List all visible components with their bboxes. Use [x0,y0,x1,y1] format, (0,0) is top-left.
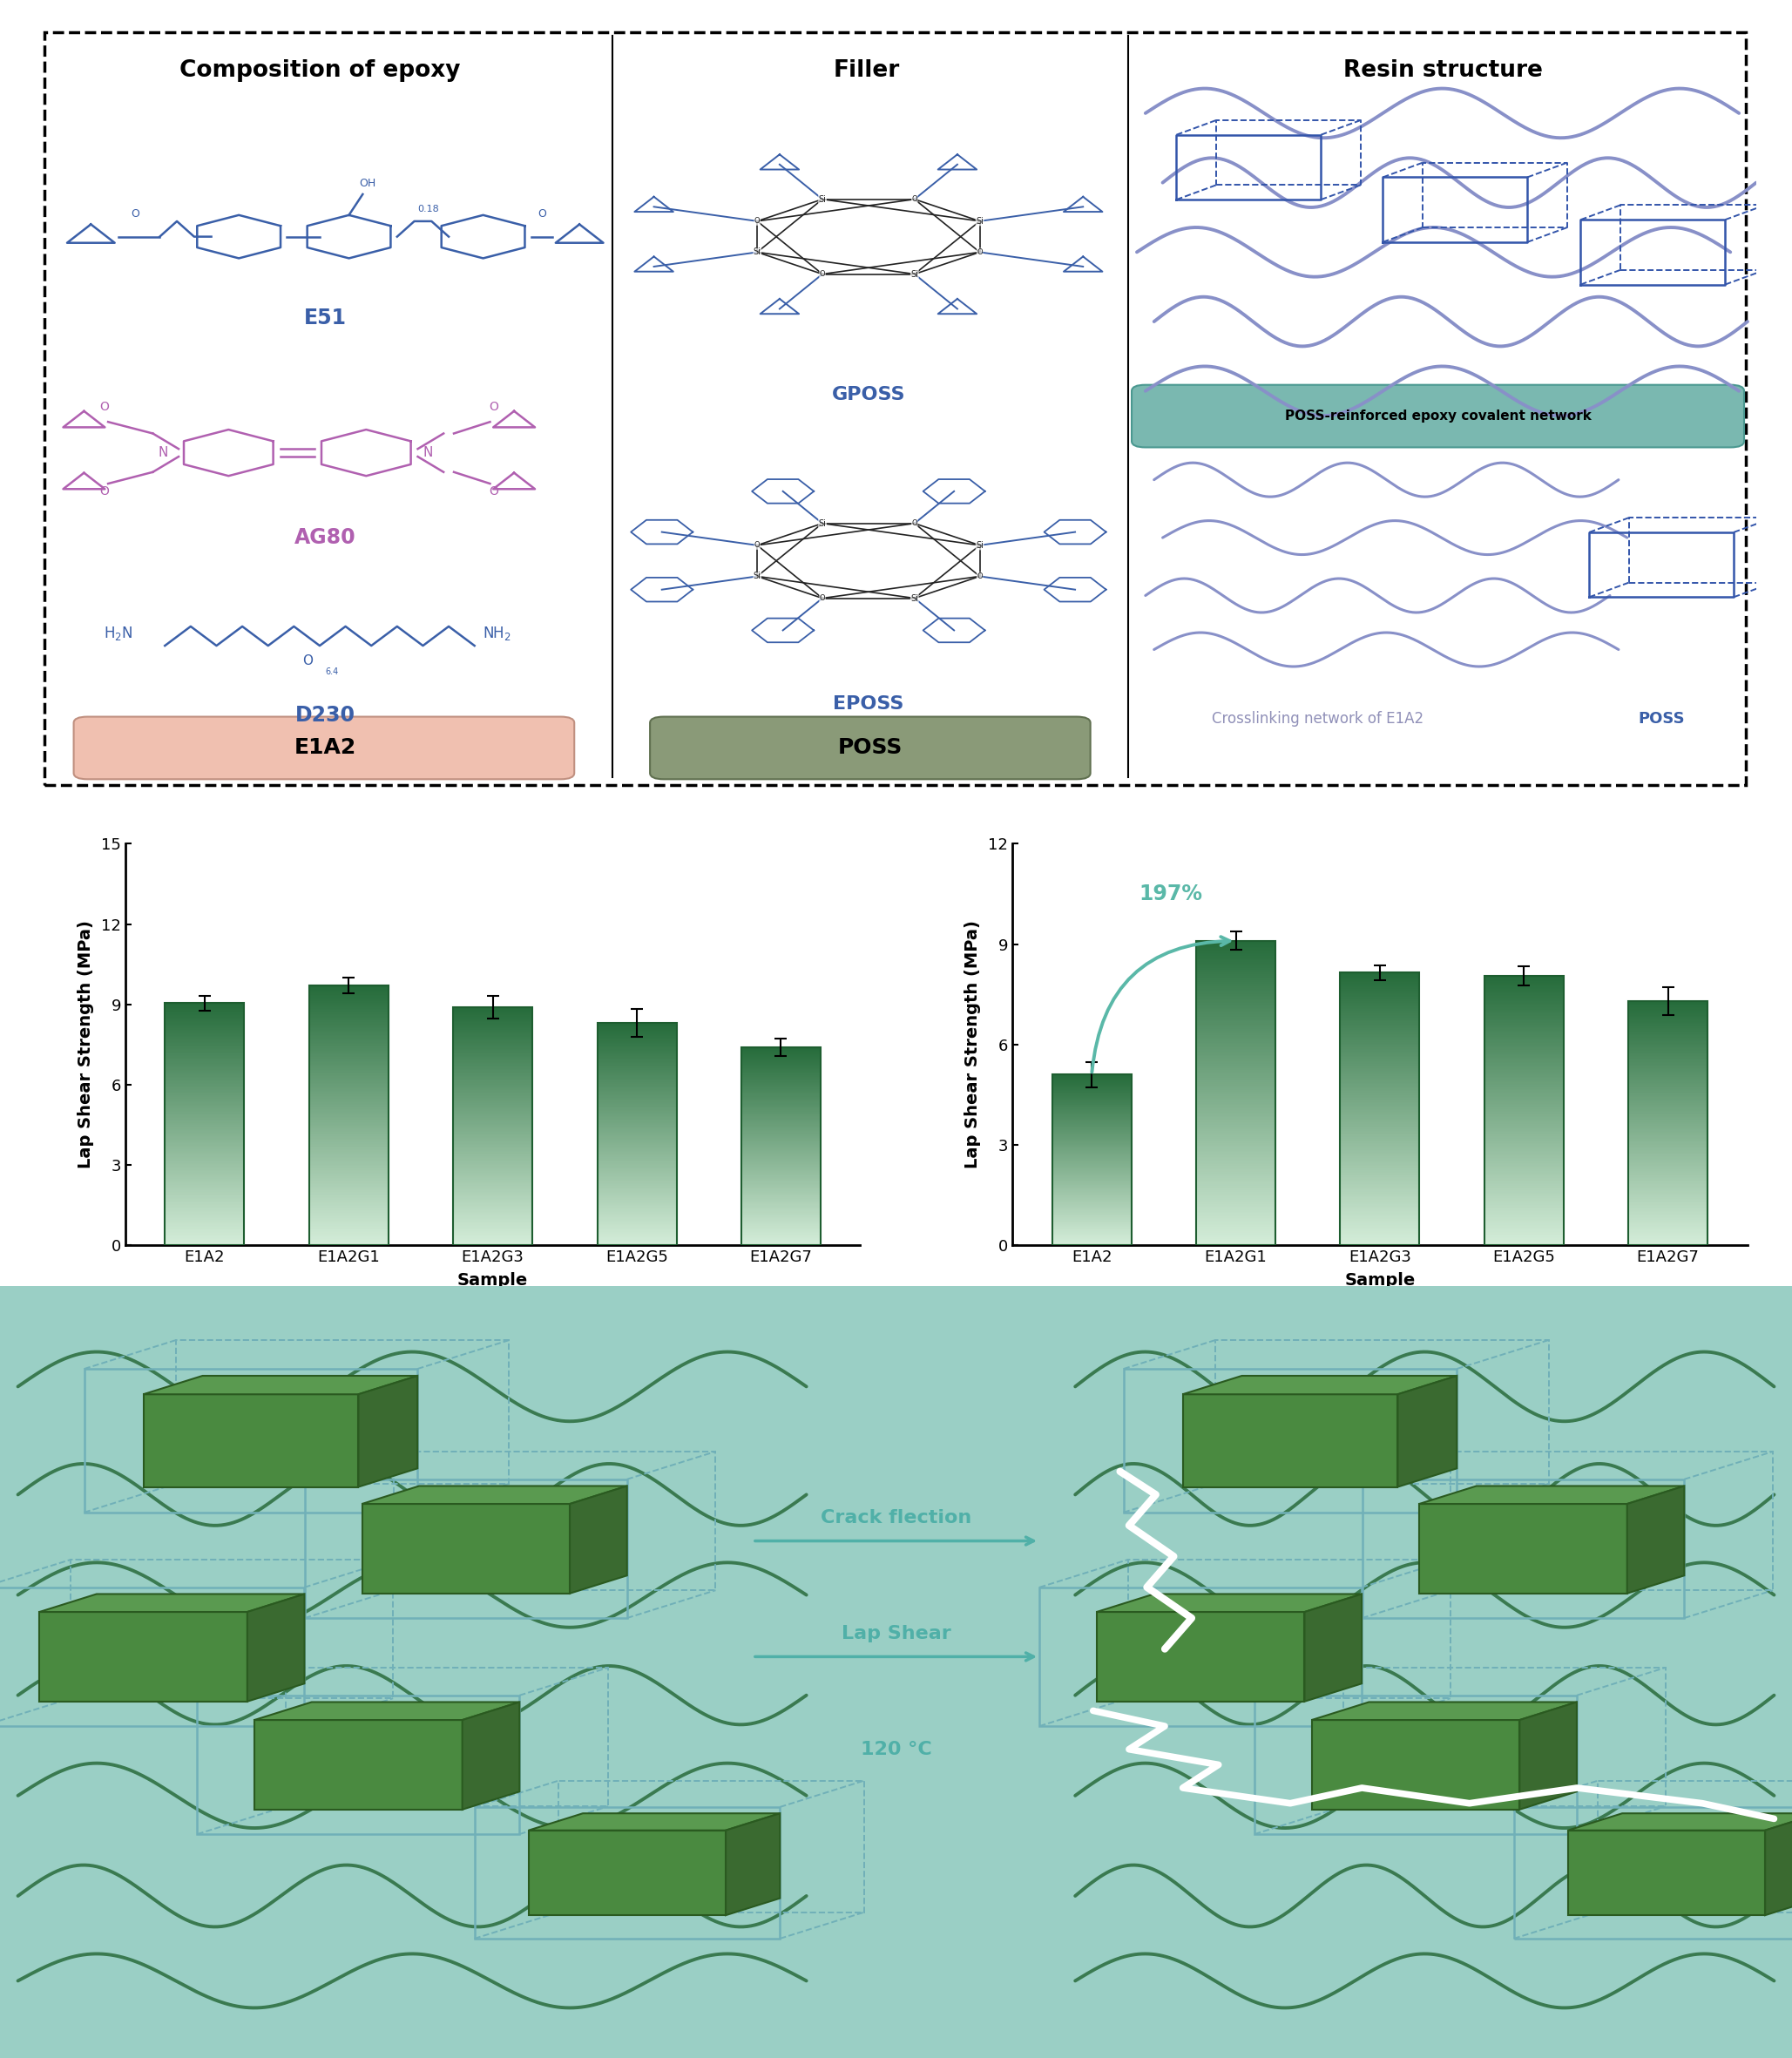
Polygon shape [1097,1595,1362,1611]
Text: O: O [489,401,498,414]
Polygon shape [1305,1595,1362,1702]
Text: O: O [912,519,918,527]
Polygon shape [1183,1375,1457,1395]
Text: O: O [100,486,109,498]
Polygon shape [462,1702,520,1809]
Bar [165,1002,244,1245]
Polygon shape [254,1702,520,1720]
Text: O: O [819,270,826,278]
Polygon shape [358,1375,418,1486]
Text: O: O [912,196,918,204]
Polygon shape [1568,1813,1792,1830]
Polygon shape [143,1395,358,1486]
Bar [597,1023,677,1245]
FancyBboxPatch shape [650,716,1090,780]
Text: O: O [303,654,314,667]
Text: 120 °C: 120 °C [860,1741,932,1758]
Text: O: O [977,572,982,580]
Polygon shape [247,1595,305,1702]
Text: E51: E51 [303,307,346,327]
Polygon shape [529,1813,780,1830]
Text: H$_2$N: H$_2$N [104,626,133,642]
Text: O: O [977,249,982,255]
Text: Lap Shear: Lap Shear [840,1626,952,1642]
Polygon shape [1627,1486,1684,1593]
Text: Crack flection: Crack flection [821,1509,971,1527]
Polygon shape [570,1486,627,1593]
Text: Si: Si [819,519,826,527]
Text: POSS: POSS [1638,712,1684,726]
Text: N: N [423,447,434,459]
Text: N: N [158,447,168,459]
Bar [1052,1074,1131,1245]
Polygon shape [529,1830,726,1916]
Polygon shape [39,1595,305,1611]
Text: Filler: Filler [833,60,900,82]
Polygon shape [1312,1702,1577,1720]
Text: Crosslinking network of E1A2: Crosslinking network of E1A2 [1211,712,1423,726]
Text: Si: Si [910,595,919,603]
Text: Si: Si [753,247,762,257]
Polygon shape [1419,1486,1684,1504]
Text: 6.4: 6.4 [324,667,339,675]
Text: 197%: 197% [1140,883,1202,903]
Y-axis label: Lap Shear Strength (MPa): Lap Shear Strength (MPa) [964,920,980,1169]
Polygon shape [1312,1720,1520,1809]
Bar [1484,975,1563,1245]
Text: O: O [819,595,826,603]
Text: AG80: AG80 [294,527,355,547]
Polygon shape [1183,1395,1398,1486]
FancyBboxPatch shape [1133,385,1744,447]
Polygon shape [1419,1504,1627,1593]
X-axis label: Sample: Sample [457,1272,529,1288]
Text: POSS: POSS [839,737,903,757]
Text: Si: Si [753,572,762,580]
Bar [1340,973,1419,1245]
Polygon shape [143,1375,418,1395]
Y-axis label: Lap Shear Strength (MPa): Lap Shear Strength (MPa) [77,920,93,1169]
Polygon shape [1097,1611,1305,1702]
Text: O: O [489,486,498,498]
Polygon shape [1398,1375,1457,1486]
Text: Resin structure: Resin structure [1344,60,1543,82]
Polygon shape [362,1504,570,1593]
Polygon shape [726,1813,780,1916]
Text: Si: Si [977,216,984,226]
Polygon shape [39,1611,247,1702]
Text: EPOSS: EPOSS [833,696,903,712]
Text: OH: OH [360,177,376,189]
Text: Si: Si [819,196,826,204]
Text: O: O [538,208,547,220]
Bar [453,1006,532,1245]
FancyBboxPatch shape [73,716,573,780]
Bar [742,1048,821,1245]
Text: Composition of epoxy: Composition of epoxy [179,60,461,82]
Text: O: O [754,218,760,224]
Text: O: O [754,541,760,549]
Polygon shape [362,1486,627,1504]
Text: POSS-reinforced epoxy covalent network: POSS-reinforced epoxy covalent network [1285,410,1591,422]
Text: Si: Si [977,541,984,549]
Polygon shape [1520,1702,1577,1809]
Text: O: O [100,401,109,414]
Text: E1A2: E1A2 [294,737,357,757]
X-axis label: Sample: Sample [1344,1272,1416,1288]
Text: GPOSS: GPOSS [831,387,905,403]
Polygon shape [1568,1830,1765,1916]
Text: D230: D230 [296,704,355,726]
Polygon shape [1765,1813,1792,1916]
Text: O: O [131,208,140,220]
Bar [310,986,389,1245]
Text: NH$_2$: NH$_2$ [482,626,511,642]
Text: 0.18: 0.18 [418,206,439,214]
Bar [1629,1000,1708,1245]
Bar [1195,941,1276,1245]
Polygon shape [254,1720,462,1809]
Text: Si: Si [910,270,919,278]
